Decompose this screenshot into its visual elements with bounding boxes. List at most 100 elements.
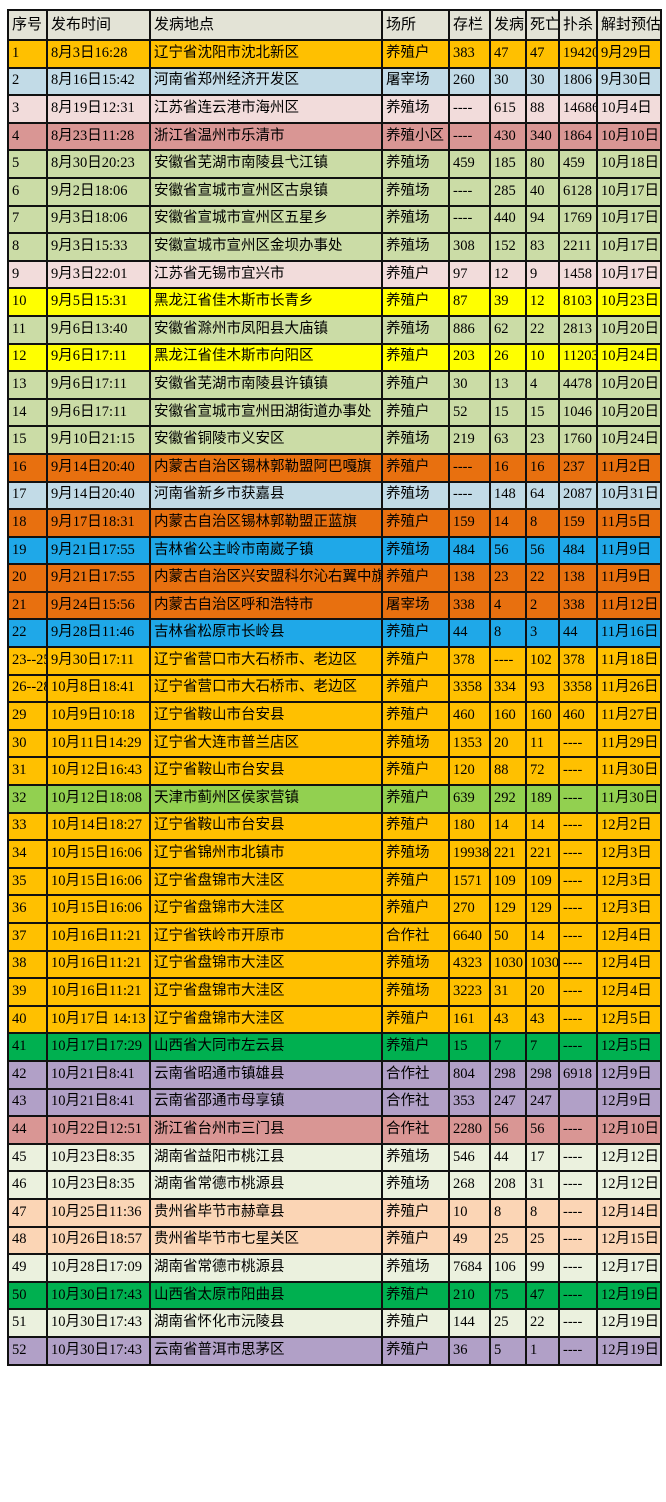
cell-publish-time: 10月16日11:21 (46, 922, 151, 952)
cell-location: 安徽省宣城市宣州田湖街道办事处 (149, 397, 383, 428)
cell-stock: 353 (448, 1087, 491, 1118)
cell-location: 云南省邵通市母享镇 (149, 1087, 383, 1118)
cell-venue: 养殖户 (381, 397, 450, 428)
cell-stock: 203 (448, 342, 491, 373)
cell-venue: 养殖户 (381, 370, 450, 400)
cell-dead: 221 (525, 839, 560, 869)
table-row: 6 9月2日18:06 安徽省宣城市宣州区古泉镇 养殖场 ---- 285 40 6128 10… (7, 176, 662, 207)
cell-sick: 334 (489, 673, 527, 704)
cell-unseal-estimate: 10月24日 (596, 342, 662, 373)
cell-sick: 5 (489, 1335, 527, 1366)
table-row: 49 10月28日17:09 湖南省常德市桃源县 养殖场 7684 106 99 ---- 12… (7, 1253, 662, 1283)
cell-location: 吉林省公主岭市南崴子镇 (149, 535, 383, 566)
cell-culled: ---- (558, 1142, 598, 1173)
cell-culled: 11203 (558, 342, 598, 373)
cell-dead: 17 (525, 1142, 560, 1173)
table-row: 17 9月14日20:40 河南省新乡市获嘉县 养殖场 ---- 148 64 2087 10月… (7, 480, 662, 511)
cell-unseal-estimate: 12月19日 (596, 1308, 662, 1338)
table-row: 48 10月26日18:57 贵州省毕节市七星关区 养殖户 49 25 25 ---- 12月1… (7, 1225, 662, 1256)
cell-venue: 养殖场 (381, 1170, 450, 1200)
cell-sick: 4 (489, 590, 527, 621)
cell-venue: 养殖户 (381, 784, 450, 814)
cell-location: 河南省郑州经济开发区 (149, 66, 383, 97)
cell-location: 内蒙古自治区锡林郭勒盟阿巴嘎旗 (149, 452, 383, 483)
cell-unseal-estimate: 10月18日 (596, 149, 662, 179)
cell-location: 黑龙江省佳木斯市长青乡 (149, 287, 383, 317)
cell-location: 安徽省宣城市宣州区古泉镇 (149, 176, 383, 207)
cell-location: 辽宁省鞍山市台安县 (149, 811, 383, 842)
cell-publish-time: 10月9日10:18 (46, 701, 151, 731)
cell-serial: 52 (7, 1335, 48, 1366)
cell-serial: 13 (7, 370, 48, 400)
cell-serial: 38 (7, 949, 48, 980)
cell-location: 辽宁省大连市普兰店区 (149, 728, 383, 759)
cell-publish-time: 10月16日11:21 (46, 949, 151, 980)
cell-publish-time: 9月6日17:11 (46, 397, 151, 428)
cell-sick: 615 (489, 94, 527, 124)
cell-culled: ---- (558, 1170, 598, 1200)
cell-serial: 46 (7, 1170, 48, 1200)
cell-stock: 639 (448, 784, 491, 814)
cell-serial: 37 (7, 922, 48, 952)
cell-publish-time: 9月14日20:40 (46, 480, 151, 511)
cell-venue: 养殖户 (381, 646, 450, 676)
cell-stock: 49 (448, 1225, 491, 1256)
table-row: 9 9月3日22:01 江苏省无锡市宜兴市 养殖户 97 12 9 1458 10月17日 (7, 259, 662, 290)
table-row: 43 10月21日8:41 云南省邵通市母享镇 合作社 353 247 247 12月9日 (7, 1087, 662, 1118)
cell-dead: 30 (525, 66, 560, 97)
cell-dead: 340 (525, 121, 560, 152)
cell-stock: 159 (448, 508, 491, 538)
cell-publish-time: 10月23日8:35 (46, 1170, 151, 1200)
cell-dead: 22 (525, 1308, 560, 1338)
cell-publish-time: 9月6日17:11 (46, 370, 151, 400)
cell-venue: 养殖户 (381, 342, 450, 373)
cell-serial: 39 (7, 977, 48, 1007)
cell-culled: 460 (558, 701, 598, 731)
cell-stock: ---- (448, 204, 491, 235)
cell-stock: 15 (448, 1032, 491, 1062)
cell-serial: 15 (7, 425, 48, 455)
cell-publish-time: 10月30日17:43 (46, 1335, 151, 1366)
cell-unseal-estimate: 10月20日 (596, 314, 662, 345)
cell-publish-time: 10月12日18:08 (46, 784, 151, 814)
cell-sick: 88 (489, 756, 527, 787)
cell-location: 辽宁省盘锦市大洼区 (149, 949, 383, 980)
cell-serial: 40 (7, 1004, 48, 1035)
cell-culled: ---- (558, 1308, 598, 1338)
cell-publish-time: 10月25日11:36 (46, 1197, 151, 1228)
cell-culled: 1806 (558, 66, 598, 97)
cell-serial: 45 (7, 1142, 48, 1173)
cell-location: 辽宁省营口市大石桥市、老边区 (149, 673, 383, 704)
cell-serial: 5 (7, 149, 48, 179)
cell-culled: 44 (558, 618, 598, 649)
cell-sick: 8 (489, 618, 527, 649)
cell-dead: 99 (525, 1253, 560, 1283)
cell-publish-time: 10月15日16:06 (46, 866, 151, 897)
cell-serial: 14 (7, 397, 48, 428)
cell-stock: 210 (448, 1280, 491, 1311)
cell-location: 江苏省无锡市宜兴市 (149, 259, 383, 290)
cell-venue: 养殖场 (381, 204, 450, 235)
cell-stock: 886 (448, 314, 491, 345)
cell-sick: 14 (489, 811, 527, 842)
cell-publish-time: 10月22日12:51 (46, 1115, 151, 1145)
cell-unseal-estimate: 11月2日 (596, 452, 662, 483)
cell-culled: ---- (558, 1115, 598, 1145)
cell-unseal-estimate: 11月29日 (596, 728, 662, 759)
cell-stock: 120 (448, 756, 491, 787)
cell-sick: 44 (489, 1142, 527, 1173)
cell-venue: 养殖户 (381, 673, 450, 704)
column-header: 发病地点 (149, 9, 383, 41)
cell-venue: 合作社 (381, 1087, 450, 1118)
cell-location: 安徽省芜湖市南陵县许镇镇 (149, 370, 383, 400)
column-header: 死亡 (525, 9, 560, 41)
cell-sick: 208 (489, 1170, 527, 1200)
cell-dead: 15 (525, 397, 560, 428)
cell-sick: 129 (489, 894, 527, 924)
cell-culled: 338 (558, 590, 598, 621)
table-row: 31 10月12日16:43 辽宁省鞍山市台安县 养殖户 120 88 72 ---- 11月3… (7, 756, 662, 787)
cell-publish-time: 9月3日22:01 (46, 259, 151, 290)
cell-unseal-estimate: 12月17日 (596, 1253, 662, 1283)
cell-venue: 养殖户 (381, 1004, 450, 1035)
